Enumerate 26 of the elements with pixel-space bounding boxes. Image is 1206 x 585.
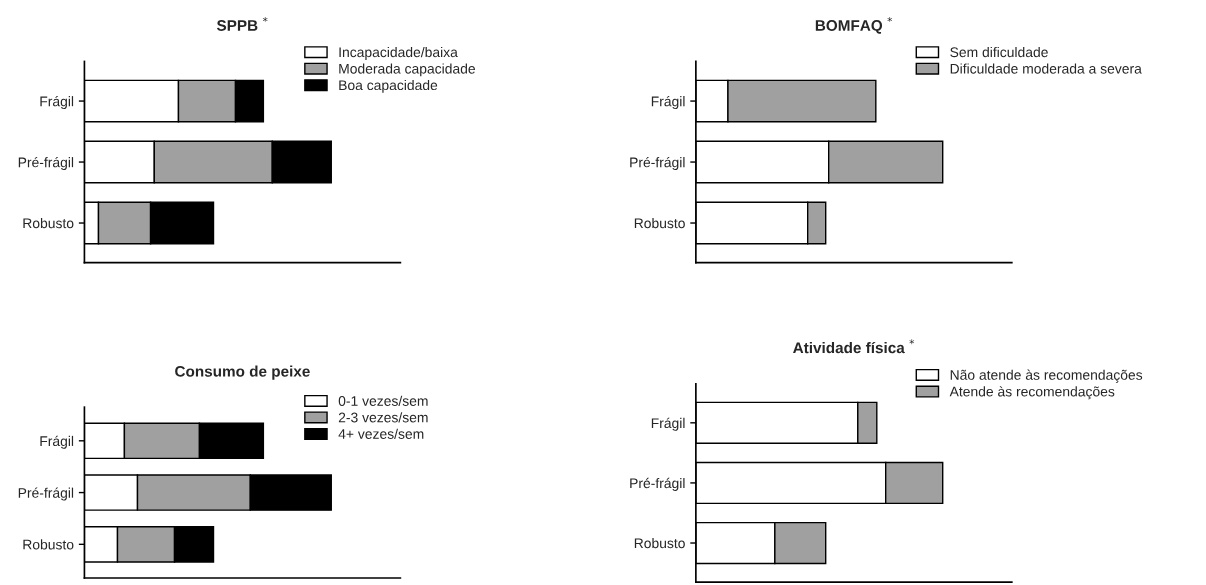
legend-label: Incapacidade/baixa xyxy=(339,46,458,60)
chart-title: BOMFAQ $^{*}$ xyxy=(815,16,893,34)
y-tick-label: Frágil xyxy=(651,417,685,431)
y-tick-label: Robusto xyxy=(23,217,74,229)
y-tick-label: Robusto xyxy=(23,539,74,550)
y-tick-label: Frágil xyxy=(40,435,74,449)
legend-label: 2-3 vezes/sem xyxy=(338,412,428,423)
legend-label: Sem dificuldade xyxy=(950,46,1048,58)
y-tick-label: Pré-frágil xyxy=(630,477,685,491)
legend-label: 4+ vezes/sem xyxy=(338,428,424,439)
y-tick-label: Pré-frágil xyxy=(630,156,685,171)
legend-label: Não atende às recomendações xyxy=(950,369,1143,383)
legend-label: Moderada capacidade xyxy=(339,63,475,77)
y-tick-label: Pré-frágil xyxy=(18,487,74,501)
chart-title: Consumo de peixe xyxy=(175,365,310,380)
legend-label: 0-1 vezes/sem xyxy=(338,395,428,406)
legend-label: Atende às recomendações xyxy=(949,386,1115,400)
y-tick-label: Frágil xyxy=(651,95,685,110)
y-tick-label: Robusto xyxy=(634,537,685,549)
legend-label: Dificuldade moderada a severa xyxy=(950,63,1142,74)
y-tick-label: Frágil xyxy=(40,95,74,110)
chart-title: Atividade física $^{*}$ xyxy=(793,339,915,354)
y-tick-label: Pré-frágil xyxy=(18,156,74,171)
chart-title: SPPB $^{*}$ xyxy=(216,16,268,31)
y-tick-label: Robusto xyxy=(634,217,685,229)
legend-label: Boa capacidade xyxy=(339,79,438,93)
